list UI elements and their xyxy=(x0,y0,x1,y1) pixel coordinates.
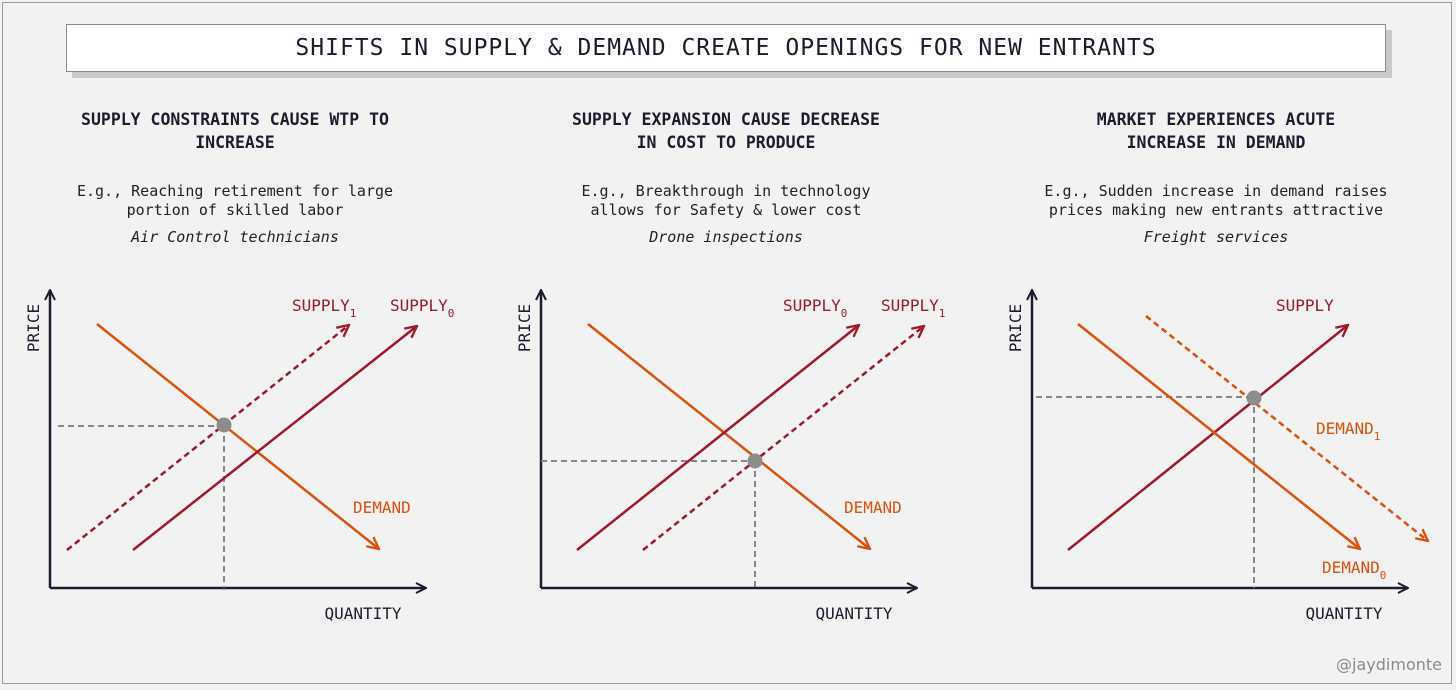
panel-3-supply-curve xyxy=(1067,325,1348,551)
panel-1-demand-label: DEMAND xyxy=(353,498,411,517)
panel-2-supply-1-label: SUPPLY1 xyxy=(881,296,945,320)
panel-3-chart: PRICE QUANTITY SUPPLY DEMAND1 DEMAND0 xyxy=(1006,290,1428,623)
panel-3-x-axis-label: QUANTITY xyxy=(1305,604,1382,623)
panel-3-desc-line1: E.g., Sudden increase in demand raises xyxy=(1044,182,1388,200)
panel-1-description: E.g., Reaching retirement for large port… xyxy=(25,182,445,220)
panel-1-supply-1-subscript: 1 xyxy=(350,307,357,320)
panel-1-desc-line1: E.g., Reaching retirement for large xyxy=(76,182,394,200)
panel-2-supply-0-label: SUPPLY0 xyxy=(783,296,847,320)
panel-2-heading-line2: IN COST TO PRODUCE xyxy=(636,133,816,152)
panel-2-description: E.g., Breakthrough in technology allows … xyxy=(516,182,936,220)
panel-1-equilibrium-point xyxy=(216,417,232,433)
panel-2-supply-0-subscript: 0 xyxy=(841,307,848,320)
panel-3-description: E.g., Sudden increase in demand raises p… xyxy=(1006,182,1426,220)
panel-2-demand-curve xyxy=(587,323,870,549)
panel-2-x-axis-label: QUANTITY xyxy=(815,604,892,623)
panel-1-supply-1-label: SUPPLY1 xyxy=(292,296,356,320)
panel-3-desc-line2: prices making new entrants attractive xyxy=(1048,201,1384,219)
panel-2-heading-line1: SUPPLY EXPANSION CAUSE DECREASE xyxy=(572,110,880,129)
panel-1-heading: SUPPLY CONSTRAINTS CAUSE WTP TO INCREASE xyxy=(25,108,445,154)
panel-1-supply-0-subscript: 0 xyxy=(448,307,455,320)
panel-1-demand-curve xyxy=(96,323,379,549)
panel-2-demand-label: DEMAND xyxy=(844,498,902,517)
panel-1-heading-line2: INCREASE xyxy=(195,133,275,152)
panel-1-supply-0-label: SUPPLY0 xyxy=(390,296,454,320)
panel-3-demand-0-curve xyxy=(1077,323,1360,549)
panel-1-supply-1-curve xyxy=(66,325,349,551)
panel-3-supply-label: SUPPLY xyxy=(1276,296,1334,315)
figure-title: SHIFTS IN SUPPLY & DEMAND CREATE OPENING… xyxy=(66,24,1386,72)
panel-1-chart: PRICE QUANTITY SUPPLY1 SUPPLY0 DEMAND xyxy=(24,290,454,623)
panel-1-x-axis-label: QUANTITY xyxy=(324,604,401,623)
watermark: @jaydimonte xyxy=(1336,655,1442,674)
panel-2-example: Drone inspections xyxy=(649,228,803,246)
panel-3-heading-line2: INCREASE IN DEMAND xyxy=(1126,133,1306,152)
panel-2-desc-line2: allows for Safety & lower cost xyxy=(590,201,862,219)
panel-3-equilibrium-point xyxy=(1246,390,1262,406)
panel-2-y-axis-label: PRICE xyxy=(515,304,534,352)
panel-1-supply-0-curve xyxy=(132,326,417,551)
panel-3-demand-1-label: DEMAND1 xyxy=(1316,419,1380,443)
panel-3-y-axis-label: PRICE xyxy=(1006,304,1025,352)
panel-1-y-axis-label: PRICE xyxy=(24,304,43,352)
panel-2-heading: SUPPLY EXPANSION CAUSE DECREASE IN COST … xyxy=(516,108,936,154)
panel-1-heading-line1: SUPPLY CONSTRAINTS CAUSE WTP TO xyxy=(81,110,389,129)
panel-2-equilibrium-point xyxy=(747,453,763,469)
panel-2-desc-line1: E.g., Breakthrough in technology xyxy=(581,182,871,200)
panel-3-example: Freight services xyxy=(1143,228,1289,246)
panel-2-supply-0-curve xyxy=(576,325,859,551)
panel-1-example: Air Control technicians xyxy=(131,228,339,246)
panel-3-demand-1-curve xyxy=(1145,315,1428,541)
panel-3-demand-0-subscript: 0 xyxy=(1380,569,1387,582)
panel-1-desc-line2: portion of skilled labor xyxy=(126,201,344,219)
panel-3-demand-1-subscript: 1 xyxy=(1374,430,1381,443)
panel-3-heading: MARKET EXPERIENCES ACUTE INCREASE IN DEM… xyxy=(1006,108,1426,154)
panel-3-demand-0-label: DEMAND0 xyxy=(1322,558,1386,582)
panel-2-chart: PRICE QUANTITY SUPPLY0 SUPPLY1 DEMAND xyxy=(515,290,945,623)
panel-3-heading-line1: MARKET EXPERIENCES ACUTE xyxy=(1096,110,1336,129)
panel-2-supply-1-subscript: 1 xyxy=(939,307,946,320)
